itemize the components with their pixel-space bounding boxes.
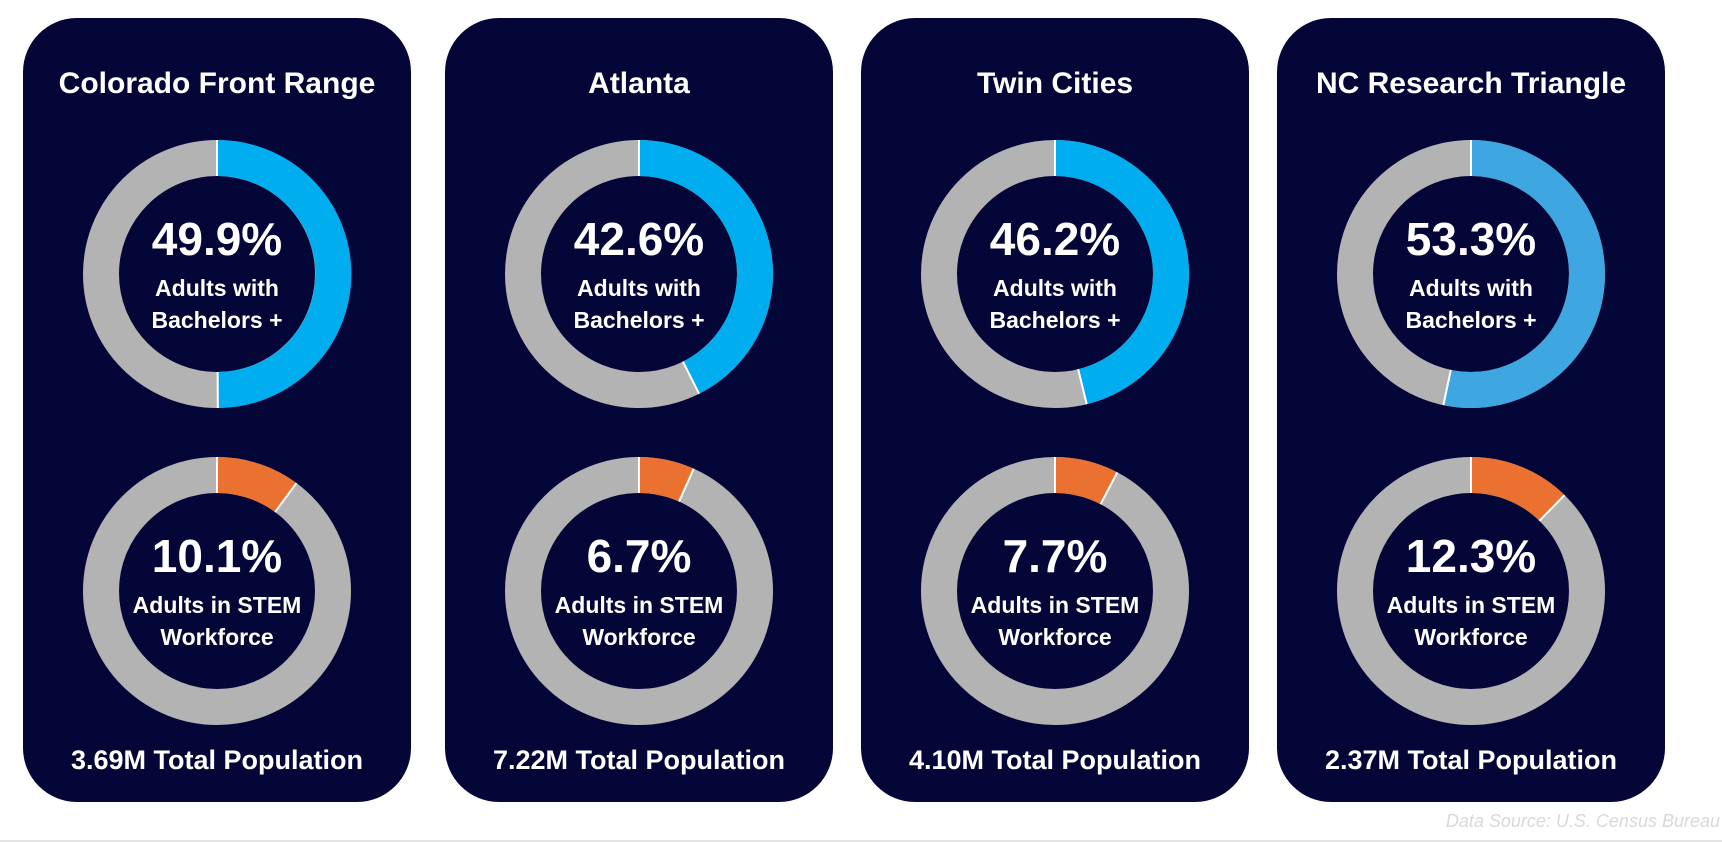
population-label: 3.69M Total Population <box>70 744 364 775</box>
bachelors-donut-svg <box>505 140 773 408</box>
value-label: 6.7% <box>586 530 692 582</box>
metric-label-line1: Adults with <box>577 275 701 301</box>
region-card-colorado: Colorado Front Range 49.9% Adults with B… <box>23 18 411 802</box>
donut-segment-bachelors <box>216 139 352 408</box>
population-label: 2.37M Total Population <box>1324 744 1618 775</box>
card-title: Twin Cities <box>976 67 1134 100</box>
stem-donut-svg <box>83 457 351 725</box>
metric-label-line1: Adults in STEM <box>132 592 302 618</box>
donut-segment-bachelors <box>1054 140 1189 405</box>
donut-label: 49.9% Adults with Bachelors + <box>69 126 365 422</box>
metric-label-line1: Adults in STEM <box>1386 592 1556 618</box>
donut-label: 12.3% Adults in STEM Workforce <box>1323 443 1619 739</box>
segment-end-divider <box>1538 494 1566 522</box>
value-label: 42.6% <box>573 213 705 265</box>
bachelors-donut-svg <box>1337 140 1605 408</box>
metric-label-line1: Adults in STEM <box>970 592 1140 618</box>
bottom-divider <box>0 840 1722 842</box>
metric-label-line2: Bachelors + <box>989 307 1121 333</box>
stem-donut: 6.7% Adults in STEM Workforce <box>491 443 787 739</box>
segment-end-divider <box>678 468 695 502</box>
bachelors-donut-svg <box>83 139 352 409</box>
donut-label: 7.7% Adults in STEM Workforce <box>907 443 1203 739</box>
segment-end-divider <box>682 361 700 395</box>
region-card-nc-research-triangle: NC Research Triangle 53.3% Adults with B… <box>1277 18 1665 802</box>
donut-label: 6.7% Adults in STEM Workforce <box>491 443 787 739</box>
value-label: 10.1% <box>151 530 283 582</box>
metric-label-line2: Workforce <box>1414 624 1528 650</box>
stem-donut-svg <box>921 457 1189 725</box>
metric-label-line1: Adults with <box>155 275 279 301</box>
segment-end-divider <box>1077 368 1088 405</box>
card-title: Atlanta <box>588 67 690 100</box>
metric-label-line2: Bachelors + <box>1405 307 1537 333</box>
value-label: 7.7% <box>1002 530 1108 582</box>
metric-label-line1: Adults in STEM <box>554 592 724 618</box>
bachelors-donut: 42.6% Adults with Bachelors + <box>491 126 787 422</box>
value-label: 49.9% <box>151 213 283 265</box>
bachelors-donut: 49.9% Adults with Bachelors + <box>69 126 365 422</box>
segment-end-divider <box>1442 369 1452 406</box>
metric-label-line2: Bachelors + <box>573 307 705 333</box>
donut-label: 46.2% Adults with Bachelors + <box>907 126 1203 422</box>
stem-donut: 7.7% Adults in STEM Workforce <box>907 443 1203 739</box>
stem-donut-svg <box>505 457 773 725</box>
region-card-twin-cities: Twin Cities 46.2% Adults with Bachelors … <box>861 18 1249 802</box>
bachelors-donut: 46.2% Adults with Bachelors + <box>907 126 1203 422</box>
card-title: NC Research Triangle <box>1315 67 1627 100</box>
metric-label-line1: Adults with <box>993 275 1117 301</box>
donut-label: 42.6% Adults with Bachelors + <box>491 126 787 422</box>
metric-label-line2: Workforce <box>582 624 696 650</box>
donut-segment-bachelors <box>1443 140 1605 408</box>
donut-label: 53.3% Adults with Bachelors + <box>1323 126 1619 422</box>
stem-donut: 10.1% Adults in STEM Workforce <box>69 443 365 739</box>
donut-segment-bachelors <box>638 140 773 394</box>
metric-label-line2: Workforce <box>998 624 1112 650</box>
data-source-note: Data Source: U.S. Census Bureau <box>1445 811 1720 831</box>
card-title: Colorado Front Range <box>58 67 376 100</box>
stem-donut: 12.3% Adults in STEM Workforce <box>1323 443 1619 739</box>
metric-label-line2: Workforce <box>160 624 274 650</box>
donut-segment-stem <box>216 457 297 513</box>
population-label: 7.22M Total Population <box>492 744 786 775</box>
metric-label-line2: Bachelors + <box>151 307 283 333</box>
bachelors-donut: 53.3% Adults with Bachelors + <box>1323 126 1619 422</box>
donut-label: 10.1% Adults in STEM Workforce <box>69 443 365 739</box>
segment-end-divider <box>1099 471 1119 505</box>
donut-segment-stem <box>1470 457 1565 522</box>
value-label: 53.3% <box>1405 213 1537 265</box>
region-card-atlanta: Atlanta 42.6% Adults with Bachelors + 6.… <box>445 18 833 802</box>
stem-donut-svg <box>1337 457 1605 725</box>
metric-label-line1: Adults with <box>1409 275 1533 301</box>
segment-end-divider <box>274 482 298 513</box>
value-label: 46.2% <box>989 213 1121 265</box>
value-label: 12.3% <box>1405 530 1537 582</box>
bachelors-donut-svg <box>921 140 1189 408</box>
population-label: 4.10M Total Population <box>908 744 1202 775</box>
donut-segment-stem <box>638 457 694 502</box>
donut-segment-stem <box>1054 457 1118 505</box>
